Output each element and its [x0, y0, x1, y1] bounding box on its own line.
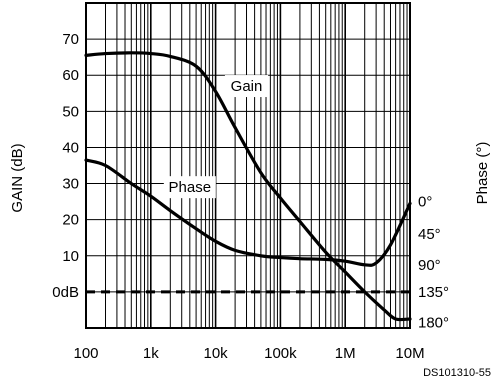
series-phase-label: Phase — [169, 179, 212, 196]
x-tick-label: 10k — [204, 345, 229, 362]
x-tick-label: 100 — [73, 345, 98, 362]
series-phase-line — [84, 158, 412, 267]
series-phase-label-bg — [163, 176, 216, 199]
series-layer — [84, 51, 412, 322]
y2-tick-label: 45° — [418, 226, 441, 243]
x-tick-label: 1k — [143, 345, 159, 362]
y-tick-label: 60 — [62, 67, 79, 84]
y-tick-label: 10 — [62, 248, 79, 265]
y2-tick-label: 180° — [418, 315, 449, 332]
y2-axis-title: Phase (°) — [474, 142, 491, 205]
document-id: DS101310-55 — [423, 367, 491, 379]
x-tick-label: 1M — [335, 345, 356, 362]
y2-tick-label: 0° — [418, 194, 432, 211]
y-tick-label: 70 — [62, 31, 79, 48]
series-gain-label-bg — [224, 75, 269, 98]
label-layer: Gain Phase 0dB 10 20 30 40 50 60 70 0° 45° 90° 135° 18… — [52, 31, 449, 362]
y2-tick-label: 135° — [418, 284, 449, 301]
y-tick-label: 20 — [62, 212, 79, 229]
plot-frame — [85, 2, 411, 329]
series-gain-line — [84, 51, 412, 322]
x-tick-label: 100k — [264, 345, 297, 362]
y-tick-label: 0dB — [52, 284, 79, 301]
x-tick-label: 10M — [395, 345, 424, 362]
y-tick-label: 50 — [62, 103, 79, 120]
y-tick-label: 40 — [62, 139, 79, 156]
series-gain-label: Gain — [231, 78, 263, 95]
y-tick-label: 30 — [62, 176, 79, 193]
y-axis-title: GAIN (dB) — [9, 143, 26, 212]
y2-tick-label: 90° — [418, 257, 441, 274]
